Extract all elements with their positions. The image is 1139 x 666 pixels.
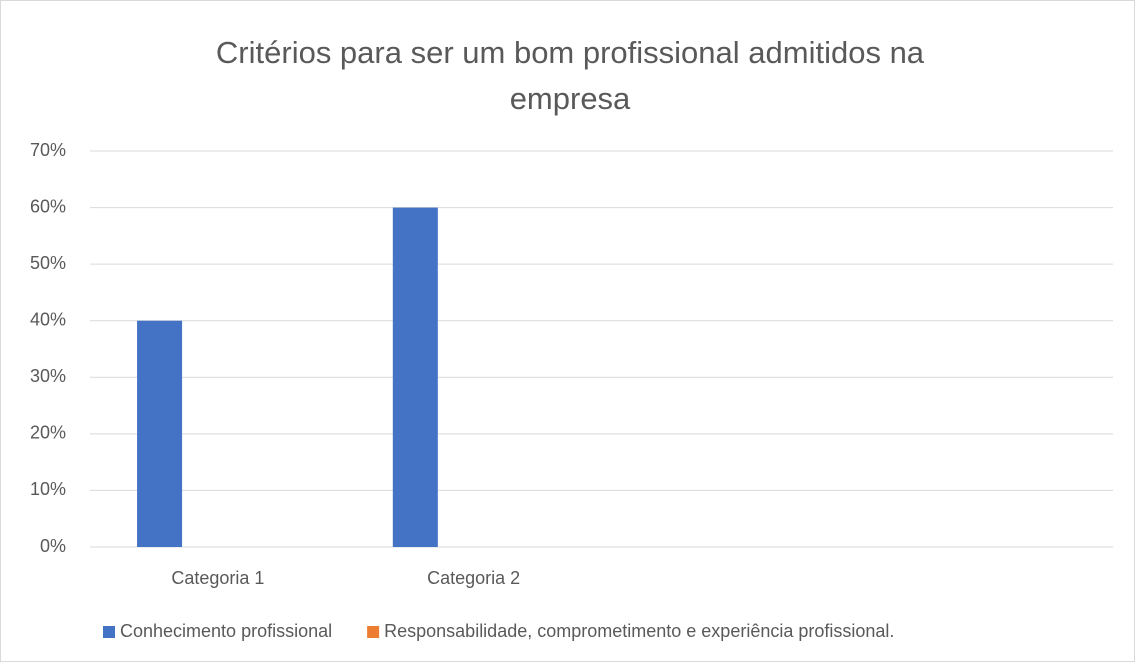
legend-swatch — [103, 626, 115, 638]
legend-label: Conhecimento profissional — [120, 621, 332, 641]
legend-swatch — [367, 626, 380, 638]
y-tick-label: 10% — [30, 479, 66, 499]
bar — [137, 320, 183, 547]
y-tick-label: 30% — [30, 366, 66, 386]
y-tick-label: 60% — [30, 196, 66, 216]
x-tick-label: Categoria 1 — [171, 568, 264, 588]
y-tick-label: 70% — [30, 140, 66, 160]
y-tick-label: 50% — [30, 253, 66, 273]
bar — [392, 207, 438, 548]
chart-title: Critérios para ser um bom profissional a… — [215, 35, 925, 116]
x-tick-label: Categoria 2 — [427, 568, 520, 588]
y-tick-label: 20% — [30, 423, 66, 443]
legend-label: Responsabilidade, comprometimento e expe… — [384, 621, 894, 641]
y-tick-label: 0% — [40, 536, 66, 556]
y-tick-label: 40% — [30, 309, 66, 329]
